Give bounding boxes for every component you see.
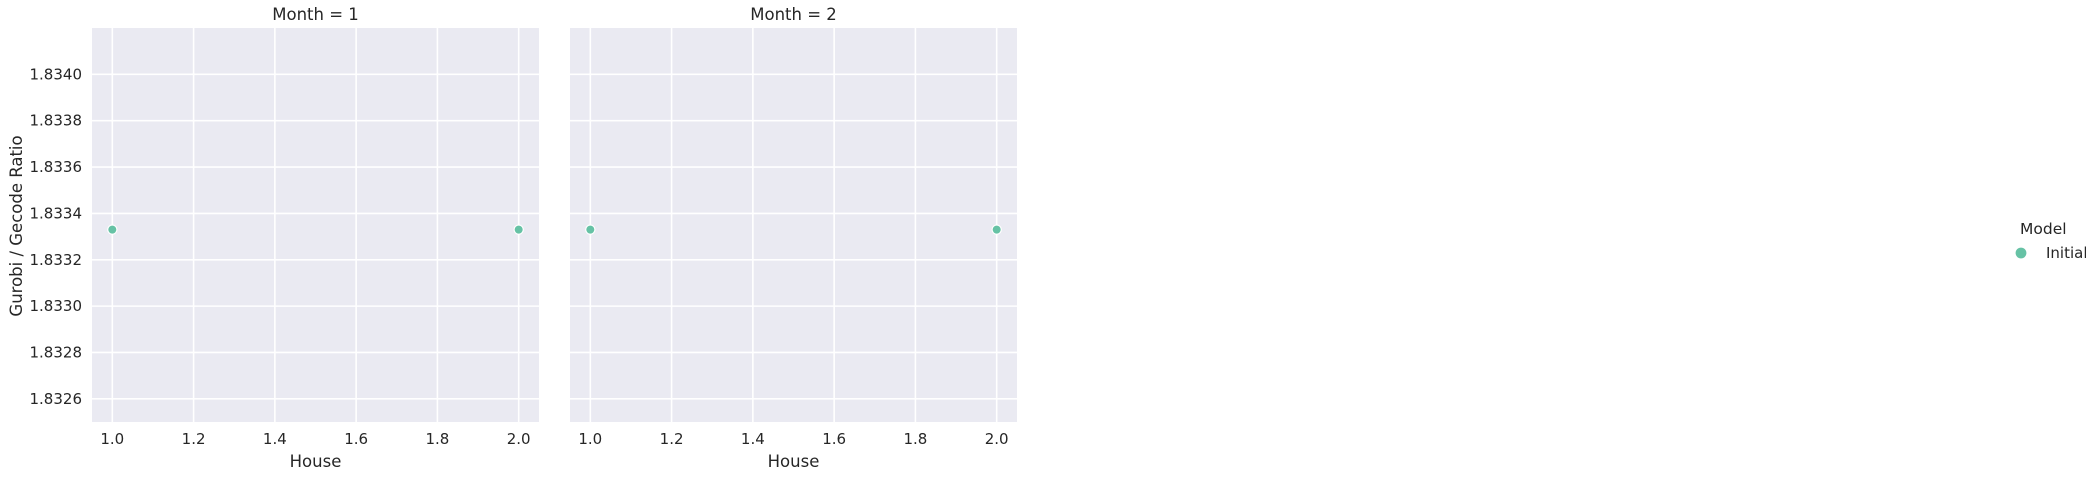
x-tick-label: 1.8 [425, 430, 449, 448]
y-tick-label: 1.8326 [30, 390, 83, 408]
x-tick-label: 1.2 [660, 430, 684, 448]
data-point [513, 224, 524, 235]
y-tick-label: 1.8332 [30, 251, 83, 269]
x-tick-label: 2.0 [507, 430, 531, 448]
plot-area [92, 28, 539, 422]
x-tick-label: 1.4 [263, 430, 287, 448]
x-tick-label: 1.0 [578, 430, 602, 448]
x-tick-label: 1.6 [344, 430, 368, 448]
legend-entries: Initial [2014, 244, 2086, 262]
y-tick-label: 1.8328 [30, 343, 83, 361]
y-tick-label: 1.8336 [30, 158, 83, 176]
y-tick-label: 1.8340 [30, 65, 83, 83]
y-tick-label: 1.8338 [30, 112, 83, 130]
x-tick-label: 1.2 [182, 430, 206, 448]
data-point [991, 224, 1002, 235]
legend: Model Initial [2014, 220, 2086, 262]
x-tick-label: 1.8 [903, 430, 927, 448]
x-tick-label: 1.4 [741, 430, 765, 448]
x-axis-label: House [768, 452, 820, 471]
legend-marker [2014, 246, 2028, 260]
x-tick-label: 2.0 [985, 430, 1009, 448]
panel-title: Month = 1 [272, 5, 359, 24]
facet-panel-2: 1.0 1.2 1.4 1.6 1.8 2.0 Month = 2 House [570, 5, 1017, 471]
x-tick-label: 1.0 [100, 430, 124, 448]
x-axis-label: House [290, 452, 342, 471]
panel-title: Month = 2 [750, 5, 837, 24]
plot-area [570, 28, 1017, 422]
y-tick-label: 1.8334 [30, 204, 83, 222]
y-axis-label: Gurobi / Gecode Ratio [7, 135, 26, 316]
data-point [107, 224, 118, 235]
legend-title: Model [2020, 220, 2067, 238]
data-point [585, 224, 596, 235]
facet-panel-1: 1.0 1.2 1.4 1.6 1.8 2.0 1.8326 1.8328 1.8330 1.83… [30, 5, 539, 471]
x-tick-label: 1.6 [822, 430, 846, 448]
legend-label: Initial [2046, 244, 2086, 262]
y-tick-label: 1.8330 [30, 297, 83, 315]
panels-layer: 1.0 1.2 1.4 1.6 1.8 2.0 1.8326 1.8328 1.8330 1.83… [30, 5, 1017, 471]
